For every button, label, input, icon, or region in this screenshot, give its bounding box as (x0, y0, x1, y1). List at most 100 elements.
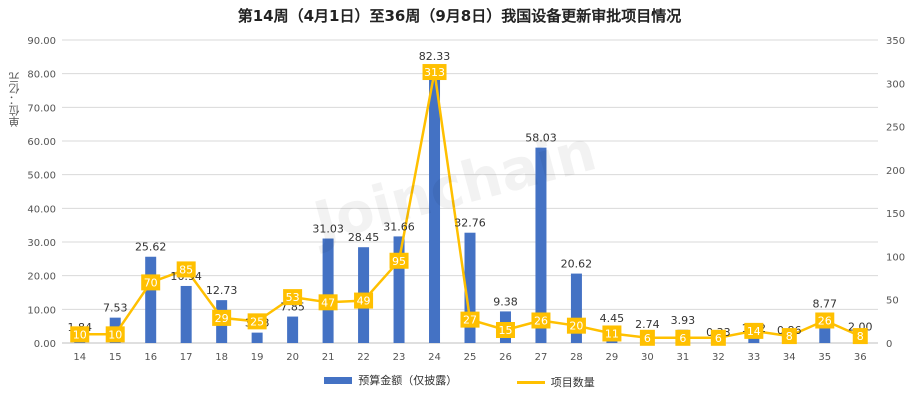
watermark: Joinchain (304, 118, 603, 256)
line-value-label: 6 (644, 332, 651, 345)
line-value-label: 15 (498, 324, 512, 337)
line-value-label: 10 (73, 328, 87, 341)
bar (570, 273, 582, 343)
x-tick-label: 25 (464, 352, 477, 363)
line-value-label: 70 (144, 276, 158, 289)
line-value-box (70, 326, 90, 343)
bar-value-label: 82.33 (419, 50, 451, 63)
legend-bar-swatch (324, 376, 353, 384)
line-value-label: 26 (818, 314, 832, 327)
x-tick-label: 31 (677, 352, 690, 363)
x-tick-label: 36 (854, 352, 867, 363)
y-left-tick-label: 70.00 (27, 103, 56, 114)
line-value-box (176, 261, 196, 278)
bar-value-label: 2.74 (635, 318, 660, 331)
x-tick-label: 22 (357, 352, 370, 363)
line-value-label: 27 (463, 314, 477, 327)
x-tick-label: 27 (535, 352, 548, 363)
y-left-tick-label: 80.00 (27, 70, 56, 81)
line-value-label: 53 (286, 291, 300, 304)
bar-value-label: 20.62 (561, 258, 593, 271)
bar (535, 147, 547, 343)
line-value-label: 11 (605, 327, 619, 340)
line-value-box (422, 64, 447, 81)
y-right-tick-label: 100 (886, 252, 905, 263)
bar (429, 65, 441, 344)
line-value-box (318, 294, 338, 311)
bar-value-label: 3.93 (671, 314, 696, 327)
x-tick-label: 20 (286, 352, 299, 363)
legend-item-bar: 预算金额（仅披露） (324, 372, 457, 388)
x-tick-label: 21 (322, 352, 335, 363)
line-value-label: 8 (857, 330, 864, 343)
bar (393, 236, 405, 343)
line-value-box (744, 322, 764, 339)
line-value-label: 47 (321, 296, 335, 309)
line-value-label: 10 (108, 328, 122, 341)
bar-value-label: 9.38 (493, 295, 518, 308)
line-value-label: 6 (679, 332, 686, 345)
line-value-label: 6 (715, 332, 722, 345)
y-right-tick-label: 350 (886, 36, 905, 47)
line-value-box (852, 328, 868, 345)
x-tick-label: 35 (818, 352, 831, 363)
line-value-box (389, 252, 409, 269)
x-tick-label: 24 (428, 352, 441, 363)
x-tick-label: 19 (251, 352, 264, 363)
line-value-box (531, 312, 551, 329)
x-tick-label: 32 (712, 352, 725, 363)
line-value-box (283, 289, 303, 306)
bar (287, 316, 299, 343)
bar-value-label: 8.77 (813, 297, 838, 310)
bar-value-label: 7.53 (103, 302, 128, 315)
line-value-box (602, 325, 622, 342)
bar (322, 238, 334, 343)
x-tick-label: 29 (606, 352, 619, 363)
x-tick-label: 14 (73, 352, 86, 363)
bar-value-label: 28.45 (348, 231, 380, 244)
bar (180, 285, 192, 343)
line-value-label: 95 (392, 255, 406, 268)
line-value-label: 14 (747, 325, 761, 338)
line-value-box (212, 309, 232, 326)
legend-item-line: 项目数量 (516, 374, 595, 390)
y-right-tick-label: 200 (886, 166, 905, 177)
chart-legend: 预算金额（仅披露） 项目数量 (0, 372, 919, 390)
bar (748, 338, 760, 343)
x-tick-label: 33 (747, 352, 760, 363)
x-tick-label: 15 (109, 352, 122, 363)
x-tick-label: 16 (144, 352, 157, 363)
bar (464, 232, 476, 343)
line-value-label: 49 (357, 295, 371, 308)
y-right-tick-label: 300 (886, 79, 905, 90)
line-value-box (675, 329, 691, 346)
y-left-tick-label: 50.00 (27, 171, 56, 182)
bar-value-label: 31.03 (312, 223, 344, 236)
line-value-box (247, 313, 267, 330)
x-tick-label: 18 (215, 352, 228, 363)
line-value-label: 26 (534, 314, 548, 327)
y-right-tick-label: 250 (886, 123, 905, 134)
y-left-tick-label: 20.00 (27, 272, 56, 283)
y-left-tick-label: 40.00 (27, 204, 56, 215)
line-value-box (495, 322, 515, 339)
y-right-tick-label: 150 (886, 209, 905, 220)
bar (251, 332, 263, 343)
line-value-box (354, 292, 374, 309)
line-value-label: 8 (786, 330, 793, 343)
x-tick-label: 23 (393, 352, 406, 363)
line-value-box (815, 312, 835, 329)
line-value-label: 29 (215, 312, 229, 325)
line-value-label: 313 (424, 66, 445, 79)
x-tick-label: 28 (570, 352, 583, 363)
y-left-tick-label: 0.00 (34, 339, 56, 350)
chart-title: 第14周（4月1日）至36周（9月8日）我国设备更新审批项目情况 (237, 7, 682, 25)
line-value-label: 25 (250, 315, 264, 328)
legend-line-swatch (516, 380, 545, 384)
y-left-tick-label: 30.00 (27, 238, 56, 249)
x-tick-label: 34 (783, 352, 796, 363)
legend-bar-label: 预算金额（仅披露） (358, 374, 458, 387)
line-value-label: 20 (569, 320, 583, 333)
